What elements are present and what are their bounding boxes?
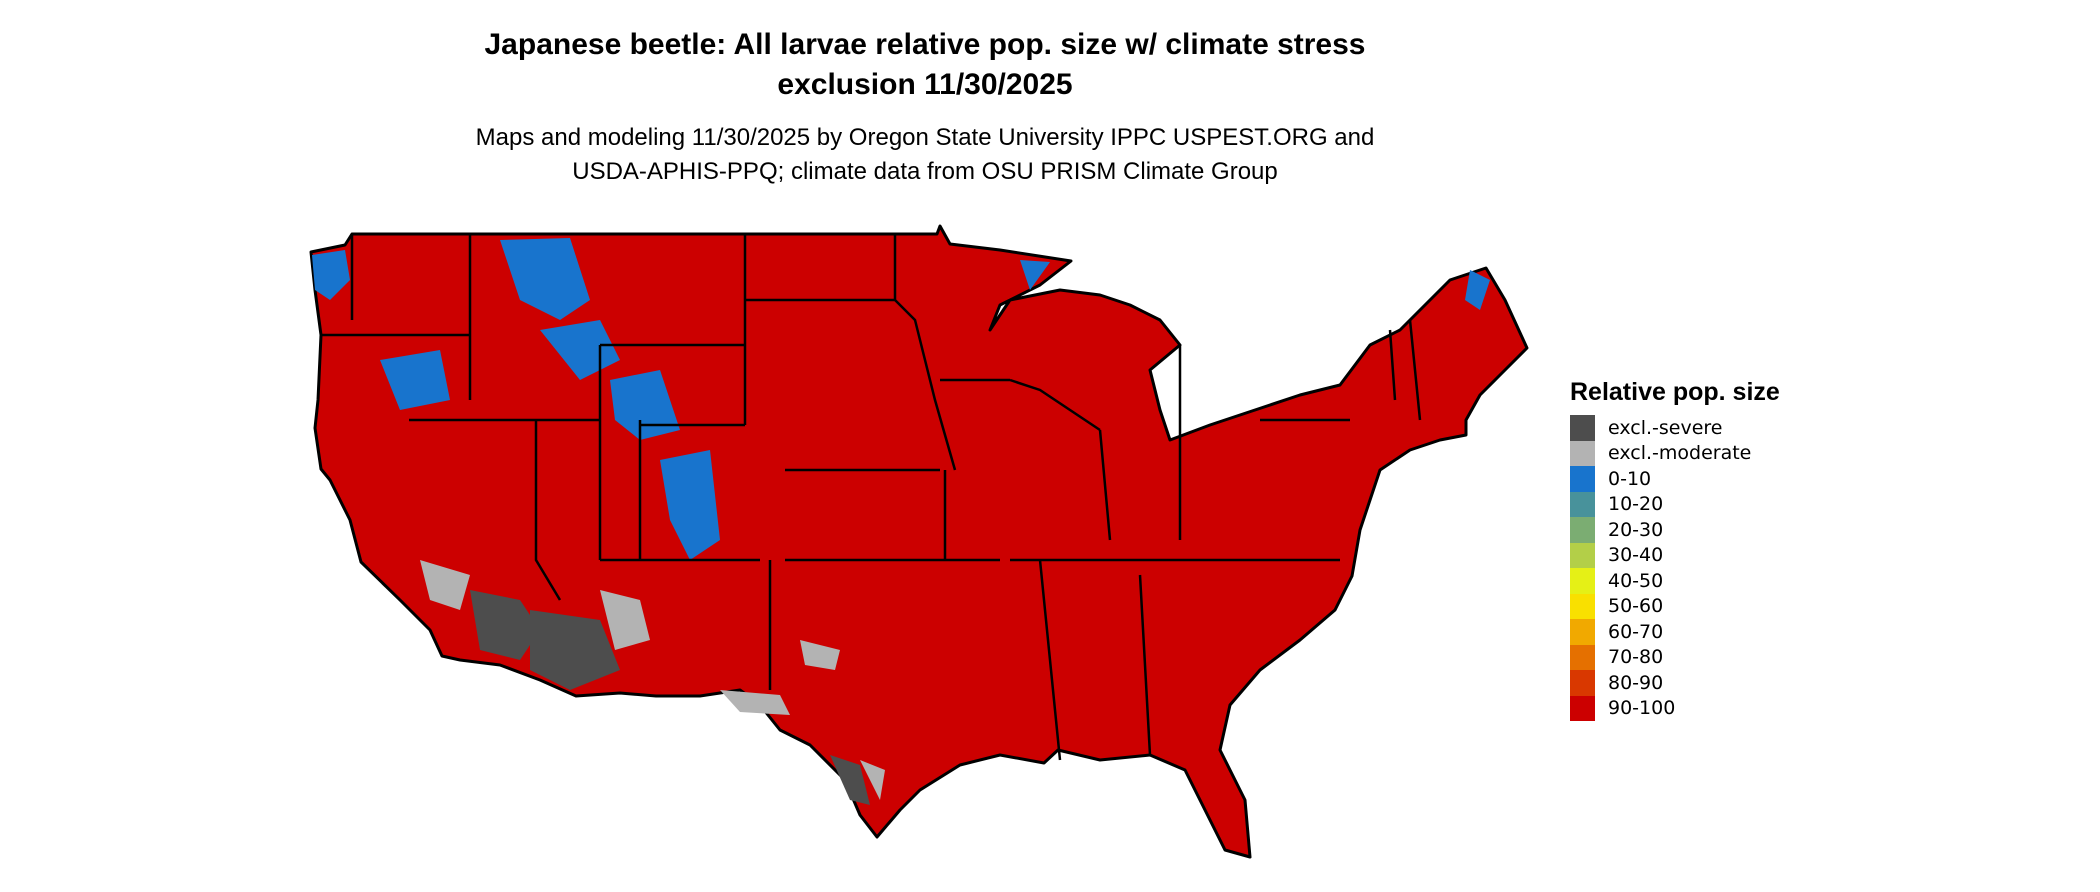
- map-title-line2: exclusion 11/30/2025: [777, 68, 1073, 101]
- legend-swatch: [1570, 593, 1595, 619]
- legend-item: 90-100: [1570, 695, 1780, 721]
- legend-item: 60-70: [1570, 619, 1780, 645]
- legend-label: excl.-moderate: [1608, 442, 1752, 465]
- map-subtitle-line1: Maps and modeling 11/30/2025 by Oregon S…: [475, 124, 1375, 151]
- legend-swatch: [1570, 491, 1595, 517]
- legend-label: 0-10: [1608, 467, 1652, 490]
- exclusion-severe-areas: [470, 590, 870, 805]
- legend-item: 50-60: [1570, 593, 1780, 619]
- legend-item: excl.-severe: [1570, 415, 1780, 441]
- legend-item: 80-90: [1570, 670, 1780, 696]
- legend-label: 50-60: [1608, 595, 1664, 618]
- legend-item: excl.-moderate: [1570, 440, 1780, 466]
- legend-title: Relative pop. size: [1570, 378, 1780, 406]
- legend-swatch: [1570, 440, 1595, 466]
- legend-item: 40-50: [1570, 568, 1780, 594]
- legend-label: 10-20: [1608, 493, 1664, 516]
- legend-swatch: [1570, 568, 1595, 594]
- legend-swatch: [1570, 619, 1595, 645]
- legend-swatch: [1570, 415, 1595, 441]
- legend-item: 20-30: [1570, 517, 1780, 543]
- state-borders: [321, 234, 1422, 761]
- legend-item: 70-80: [1570, 644, 1780, 670]
- legend-label: 20-30: [1608, 518, 1664, 541]
- legend-label: 30-40: [1608, 544, 1664, 567]
- us-outline: [309, 224, 1529, 859]
- exclusion-moderate-areas: [420, 560, 885, 800]
- legend: Relative pop. size excl.-severe excl.-mod…: [1570, 378, 1780, 721]
- legend-label: 90-100: [1608, 697, 1676, 720]
- legend-swatch: [1570, 542, 1595, 568]
- legend-label: 60-70: [1608, 620, 1664, 643]
- low-population-areas: [312, 238, 1490, 560]
- legend-swatch: [1570, 695, 1595, 721]
- legend-item: 10-20: [1570, 491, 1780, 517]
- legend-item: 0-10: [1570, 466, 1780, 492]
- legend-swatch: [1570, 517, 1595, 543]
- map-subtitle-line2: USDA-APHIS-PPQ; climate data from OSU PR…: [572, 158, 1278, 185]
- legend-swatch: [1570, 466, 1595, 492]
- map-title-line1: Japanese beetle: All larvae relative pop…: [484, 28, 1366, 61]
- legend-swatch: [1570, 670, 1595, 696]
- legend-label: 80-90: [1608, 671, 1664, 694]
- legend-label: excl.-severe: [1608, 416, 1723, 439]
- legend-swatch: [1570, 644, 1595, 670]
- legend-label: 40-50: [1608, 569, 1664, 592]
- legend-item: 30-40: [1570, 542, 1780, 568]
- legend-label: 70-80: [1608, 646, 1664, 669]
